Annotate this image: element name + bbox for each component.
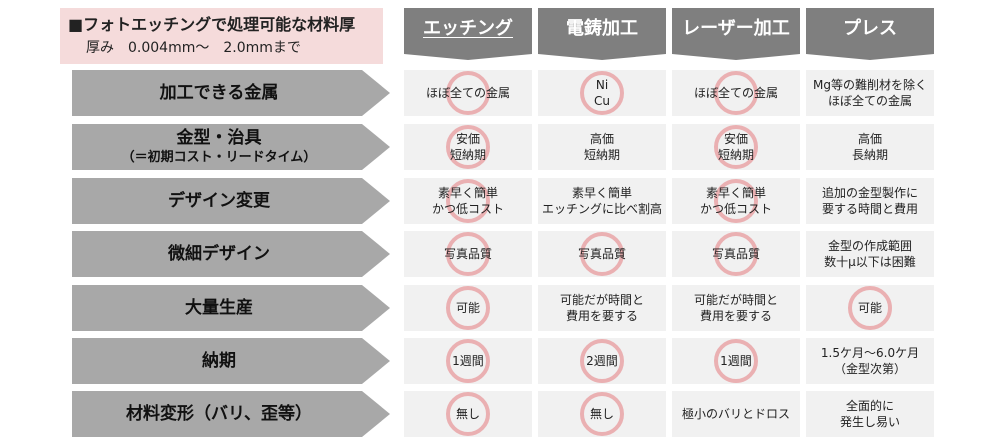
cell-text: 要する時間と費用: [821, 202, 918, 216]
column-header-laser: レーザー加工: [672, 8, 800, 54]
row-label-text: 加工できる金属: [159, 83, 279, 103]
table-cell-deformation-laser: 極小のバリとドロス: [672, 391, 800, 437]
cell-text: エッチングに比べ割高: [541, 202, 662, 216]
cell-text: 写真品質: [443, 247, 492, 261]
column-header-etching: エッチング: [404, 8, 532, 54]
table-cell-metals-etching: ほぼ全ての金属: [404, 70, 532, 116]
cell-text: 高価: [589, 132, 614, 146]
row-label-deformation: 材料変形（バリ、歪等）: [72, 391, 390, 437]
page-title: ■フォトエッチングで処理可能な材料厚: [68, 15, 356, 34]
table-cell-design-change-etching: 素早く簡単かつ低コスト: [404, 178, 532, 224]
cell-text: 長納期: [851, 148, 888, 162]
table-cell-fine-design-laser: 写真品質: [672, 231, 800, 277]
row-label-design-change: デザイン変更: [72, 178, 390, 224]
cell-text: 短納期: [449, 148, 486, 162]
cell-text: Cu: [594, 94, 610, 108]
table-cell-lead-time-etching: 1週間: [404, 338, 532, 384]
table-cell-mass-production-laser: 可能だが時間と 費用を要する: [672, 285, 800, 331]
cell-text: Mg等の難削材を除く: [813, 78, 927, 92]
table-cell-metals-electroforming: Ni Cu: [538, 70, 666, 116]
row-label-text: 微細デザイン: [168, 244, 270, 264]
table-cell-mass-production-press: 可能: [806, 285, 934, 331]
cell-text: 可能: [857, 301, 882, 315]
row-label-text: 金型・治具: [176, 128, 262, 148]
cell-text: 高価: [857, 132, 882, 146]
table-cell-mass-production-etching: 可能: [404, 285, 532, 331]
cell-text: 可能だが時間と: [693, 293, 778, 307]
table-cell-deformation-electroforming: 無し: [538, 391, 666, 437]
column-header-label: プレス: [843, 18, 897, 39]
cell-text: 可能: [455, 301, 480, 315]
table-cell-deformation-press: 全面的に 発生し易い: [806, 391, 934, 437]
column-header-electroforming: 電鋳加工: [538, 8, 666, 54]
row-label-text: デザイン変更: [168, 191, 270, 211]
table-cell-mass-production-electroforming: 可能だが時間と 費用を要する: [538, 285, 666, 331]
cell-text: 極小のバリとドロス: [681, 407, 790, 421]
column-header-label: レーザー加工: [682, 18, 790, 39]
row-label-tooling: 金型・治具 （＝初期コスト・リードタイム）: [72, 124, 390, 170]
cell-text: 1週間: [720, 354, 752, 368]
cell-text: 数十μ以下は困難: [824, 255, 916, 269]
cell-text: 費用を要する: [699, 309, 772, 323]
cell-text: 全面的に: [845, 399, 894, 413]
table-cell-tooling-electroforming: 高価 短納期: [538, 124, 666, 170]
cell-text: Ni: [595, 78, 609, 92]
page-subtitle: 厚み 0.004mm～ 2.0mmまで: [86, 40, 301, 56]
table-cell-fine-design-press: 金型の作成範囲 数十μ以下は困難: [806, 231, 934, 277]
table-cell-design-change-press: 追加の金型製作に 要する時間と費用: [806, 178, 934, 224]
cell-text: 素早く簡単: [437, 186, 498, 200]
table-cell-lead-time-press: 1.5ケ月～6.0ケ月 （金型次第）: [806, 338, 934, 384]
cell-text: 無し: [455, 407, 480, 421]
cell-text: （金型次第）: [833, 362, 906, 376]
table-cell-tooling-laser: 安価 短納期: [672, 124, 800, 170]
cell-text: 短納期: [717, 148, 754, 162]
row-label-text: 大量生産: [185, 298, 253, 318]
column-header-label: 電鋳加工: [566, 18, 638, 39]
title-box: ■フォトエッチングで処理可能な材料厚 厚み 0.004mm～ 2.0mmまで: [60, 8, 383, 64]
table-cell-lead-time-electroforming: 2週間: [538, 338, 666, 384]
table-cell-fine-design-electroforming: 写真品質: [538, 231, 666, 277]
cell-text: 2週間: [586, 354, 618, 368]
column-header-label: エッチング: [423, 18, 513, 39]
cell-text: 素早く簡単: [705, 186, 766, 200]
row-label-subtext: （＝初期コスト・リードタイム）: [121, 150, 317, 165]
table-cell-deformation-etching: 無し: [404, 391, 532, 437]
table-cell-fine-design-etching: 写真品質: [404, 231, 532, 277]
table-cell-design-change-electroforming: 素早く簡単エッチングに比べ割高: [538, 178, 666, 224]
cell-text: 1週間: [452, 354, 484, 368]
row-label-metals: 加工できる金属: [72, 70, 390, 116]
cell-text: 安価: [455, 132, 480, 146]
cell-text: ほぼ全ての金属: [827, 94, 912, 108]
cell-text: かつ低コスト: [431, 202, 504, 216]
cell-text: 費用を要する: [565, 309, 638, 323]
cell-text: 素早く簡単: [571, 186, 632, 200]
row-label-fine-design: 微細デザイン: [72, 231, 390, 277]
column-header-press: プレス: [806, 8, 934, 54]
table-cell-lead-time-laser: 1週間: [672, 338, 800, 384]
table-cell-metals-press: Mg等の難削材を除く ほぼ全ての金属: [806, 70, 934, 116]
table-cell-tooling-etching: 安価 短納期: [404, 124, 532, 170]
cell-text: かつ低コスト: [699, 202, 772, 216]
cell-text: 写真品質: [577, 247, 626, 261]
cell-text: 1.5ケ月～6.0ケ月: [820, 346, 920, 360]
cell-text: 追加の金型製作に: [821, 186, 918, 200]
row-label-text: 納期: [202, 351, 236, 371]
cell-text: 短納期: [583, 148, 620, 162]
row-label-lead-time: 納期: [72, 338, 390, 384]
cell-text: ほぼ全ての金属: [693, 86, 778, 100]
table-cell-tooling-press: 高価 長納期: [806, 124, 934, 170]
cell-text: 発生し易い: [839, 415, 900, 429]
cell-text: 可能だが時間と: [559, 293, 644, 307]
cell-text: 安価: [723, 132, 748, 146]
cell-text: 金型の作成範囲: [827, 239, 912, 253]
cell-text: 無し: [589, 407, 614, 421]
row-label-mass-production: 大量生産: [72, 285, 390, 331]
cell-text: ほぼ全ての金属: [425, 86, 510, 100]
table-cell-design-change-laser: 素早く簡単かつ低コスト: [672, 178, 800, 224]
cell-text: 写真品質: [711, 247, 760, 261]
row-label-text: 材料変形（バリ、歪等）: [126, 404, 312, 424]
table-cell-metals-laser: ほぼ全ての金属: [672, 70, 800, 116]
